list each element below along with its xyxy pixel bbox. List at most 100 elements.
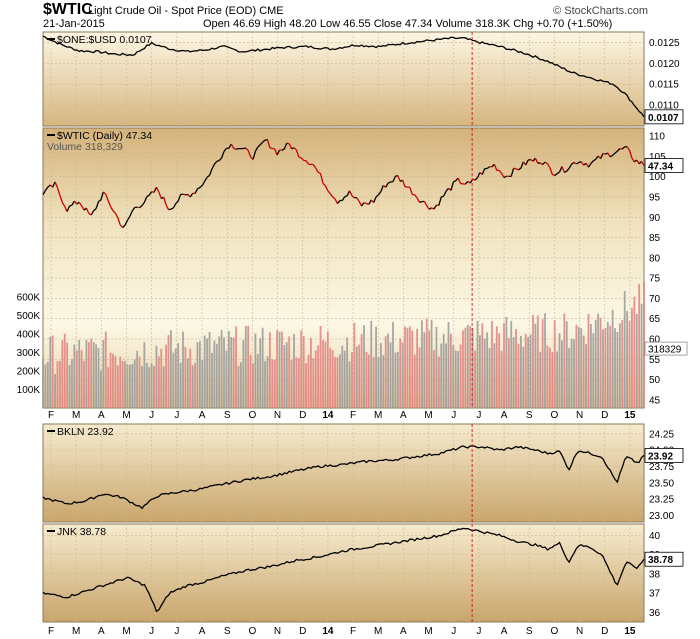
volume-bar (341, 345, 344, 408)
month-label: A (98, 626, 105, 637)
price-segment (264, 138, 268, 141)
price-segment (566, 167, 570, 172)
volume-bar (338, 354, 341, 408)
price-segment (59, 195, 63, 203)
volume-bar (532, 315, 534, 408)
volume-bar (116, 365, 119, 408)
month-label: A (199, 410, 206, 421)
description-text: Light Crude Oil - Spot Price (EOD) (88, 5, 257, 17)
price-segment (139, 205, 143, 209)
month-label: M (72, 626, 80, 637)
price-line (42, 527, 645, 613)
price-segment (90, 210, 95, 216)
price-segment (467, 180, 471, 184)
month-label: A (400, 626, 407, 637)
price-segment (626, 146, 631, 151)
exchange-text: CME (259, 5, 284, 17)
last-value-box (644, 158, 684, 173)
y-tick-label: 0.0115 (649, 80, 679, 91)
volume-bar (437, 356, 440, 408)
volume-value: 318.3K (475, 18, 511, 30)
month-label: 14 (322, 626, 334, 637)
stockcharts-brand: © StockCharts.com (553, 5, 648, 17)
volume-bar (102, 339, 105, 408)
price-segment (319, 173, 324, 184)
y-tick-label: 110 (649, 132, 665, 143)
volume-bar (220, 330, 223, 408)
y-tick-label: 70 (649, 294, 661, 305)
y-tick-label: 75 (649, 274, 661, 285)
volume-bar (416, 328, 419, 408)
price-segment (305, 160, 310, 165)
volume-bar (556, 351, 559, 408)
price-segment (298, 156, 302, 159)
volume-bar (235, 326, 237, 408)
price-segment (493, 164, 498, 171)
volume-bar (355, 346, 358, 408)
price-segment (288, 143, 293, 150)
y-tick-label: 36 (649, 608, 661, 619)
volume-bar (61, 340, 64, 408)
volume-bar (568, 348, 571, 408)
price-segment (542, 161, 546, 165)
month-label: F (48, 626, 54, 637)
y-tick-label: 100 (649, 172, 666, 183)
price-segment (423, 201, 428, 207)
volume-bar (256, 354, 259, 408)
price-segment (426, 205, 430, 210)
volume-bar (587, 313, 590, 408)
last-value-box (644, 448, 684, 463)
month-label: S (526, 410, 533, 421)
volume-bar (71, 359, 73, 408)
volume-bar (486, 332, 489, 408)
volume-bar (614, 328, 616, 408)
y-tick-label: 85 (649, 233, 661, 244)
volume-bar (363, 325, 365, 408)
month-label: O (248, 626, 256, 637)
volume-bar (575, 324, 578, 408)
volume-bar (211, 352, 213, 408)
volume-bar (213, 340, 216, 408)
month-label: A (501, 410, 508, 421)
price-segment (539, 162, 543, 166)
price-segment (223, 147, 227, 152)
price-segment (568, 163, 573, 169)
volume-bar (75, 350, 78, 408)
month-label: J (451, 410, 456, 421)
volume-bar (90, 338, 93, 408)
month-label: J (149, 410, 154, 421)
price-segment (551, 173, 555, 177)
volume-bar (377, 357, 380, 408)
month-label: S (224, 410, 231, 421)
volume-bar (141, 366, 143, 408)
volume-bar (488, 347, 491, 408)
volume-bar (259, 338, 262, 408)
month-label: F (350, 410, 356, 421)
month-label: M (122, 626, 130, 637)
price-segment (361, 202, 365, 207)
price-segment (558, 166, 563, 173)
panel-background (42, 523, 645, 623)
price-segment (612, 152, 616, 156)
volume-bar (329, 347, 332, 408)
month-label: F (350, 626, 356, 637)
volume-bar (599, 317, 602, 408)
volume-bar (184, 346, 187, 408)
volume-bar (396, 351, 399, 408)
volume-bar (611, 309, 614, 408)
volume-bar (423, 332, 426, 408)
price-segment (293, 147, 297, 151)
month-label: M (374, 626, 382, 637)
volume-bar (594, 319, 597, 408)
volume-bar (46, 361, 49, 408)
volume-bar (565, 321, 568, 408)
volume-bar (483, 338, 486, 408)
price-segment (344, 195, 348, 198)
price-segment (621, 146, 626, 150)
price-segment (605, 152, 609, 155)
volume-bar (440, 343, 443, 408)
price-segment (607, 152, 611, 158)
volume-bar (481, 323, 484, 408)
volume-bar (553, 320, 556, 408)
